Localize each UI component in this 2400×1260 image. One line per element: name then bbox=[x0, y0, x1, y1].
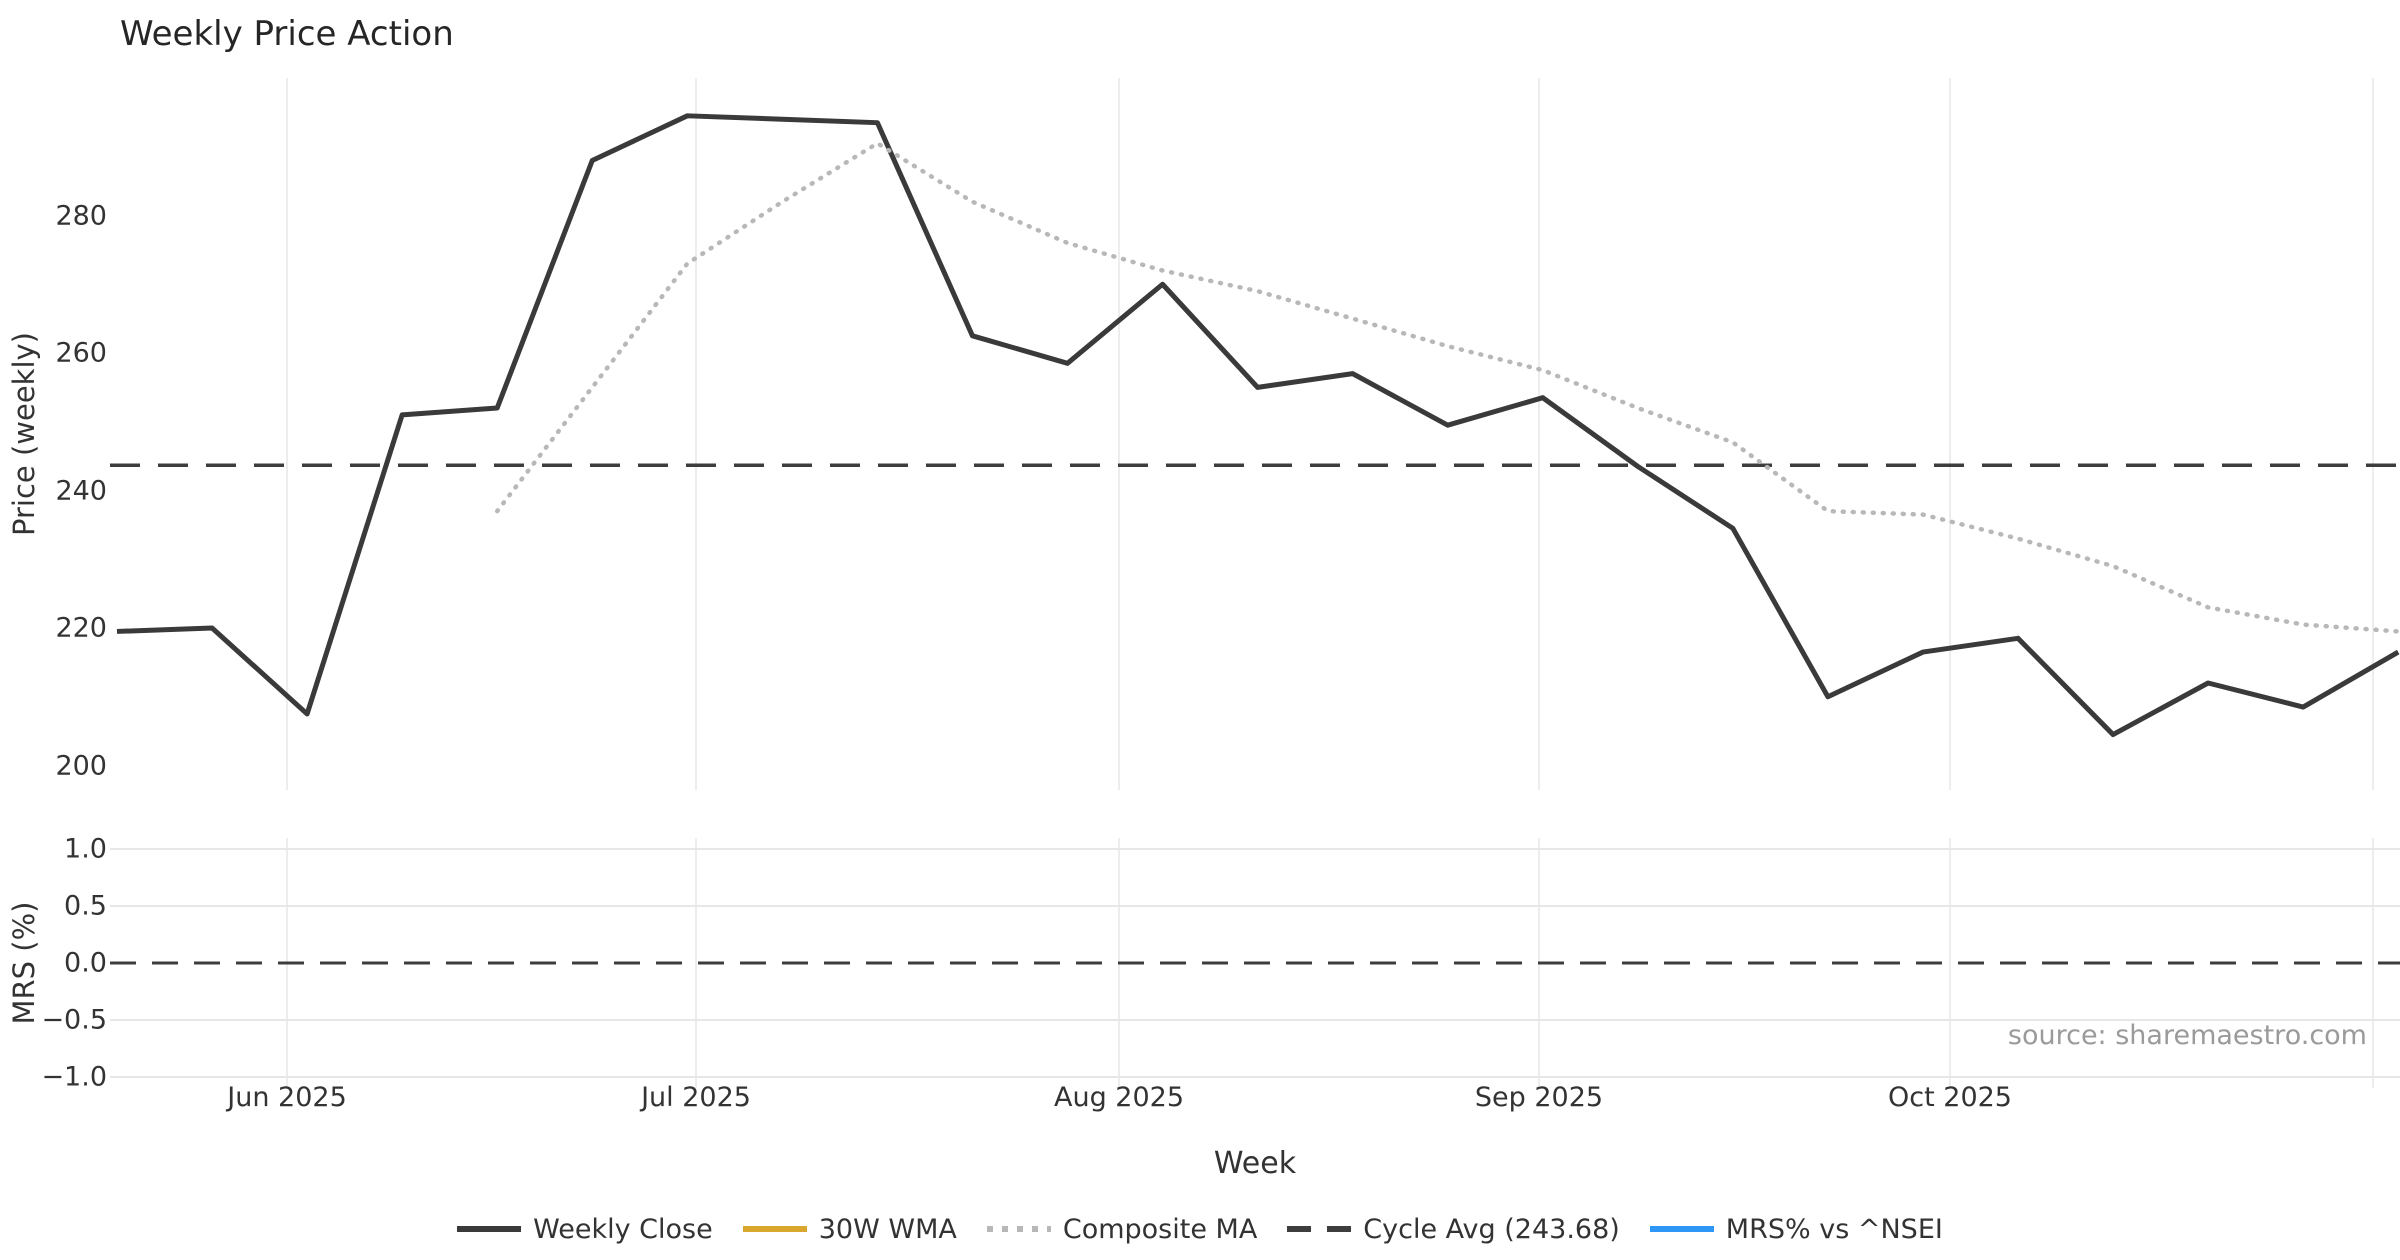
mrs-tick-1: 1.0 bbox=[64, 833, 107, 865]
legend-label: 30W WMA bbox=[818, 1213, 957, 1245]
chart-legend: Weekly Close 30W WMA Composite MA Cycle Avg… bbox=[0, 1206, 2400, 1252]
x-axis-label: Week bbox=[1213, 1146, 1297, 1181]
price-tick-260: 260 bbox=[55, 337, 107, 369]
month-label-oct: Oct 2025 bbox=[1888, 1082, 2012, 1113]
mrs-tick-0.5: 0.5 bbox=[64, 890, 107, 922]
legend-label: Cycle Avg (243.68) bbox=[1363, 1213, 1620, 1245]
source-attribution: source: sharemaestro.com bbox=[2007, 1020, 2367, 1051]
mrs-tick--1: −1.0 bbox=[41, 1061, 107, 1093]
price-tick-200: 200 bbox=[55, 750, 107, 781]
mrs-tick-0: 0.0 bbox=[64, 947, 107, 979]
legend-label: Weekly Close bbox=[533, 1213, 713, 1245]
chart-title: Weekly Price Action bbox=[120, 14, 454, 54]
legend-label: Composite MA bbox=[1062, 1213, 1258, 1245]
composite-ma-line bbox=[494, 141, 2400, 634]
price-tick-220: 220 bbox=[55, 612, 107, 644]
month-label-aug: Aug 2025 bbox=[1053, 1082, 1185, 1113]
legend-item-mrs-vs-nsei: MRS% vs ^NSEI bbox=[1649, 1213, 1943, 1245]
legend-item-30w-wma: 30W WMA bbox=[742, 1213, 957, 1245]
legend-item-weekly-close: Weekly Close bbox=[457, 1214, 713, 1245]
legend-label: MRS% vs ^NSEI bbox=[1725, 1213, 1943, 1245]
month-label-jun: Jun 2025 bbox=[227, 1082, 347, 1113]
30w-wma-swatch-icon bbox=[742, 1226, 807, 1232]
price-tick-240: 240 bbox=[55, 475, 107, 506]
price-tick-280: 280 bbox=[55, 200, 107, 231]
cycle-avg-243-68--swatch-icon bbox=[1287, 1226, 1352, 1232]
mrs-tick--0.5: −0.5 bbox=[41, 1004, 107, 1036]
weekly-close-swatch-icon bbox=[457, 1226, 522, 1232]
month-label-sep: Sep 2025 bbox=[1474, 1082, 1604, 1113]
legend-item-composite-ma: Composite MA bbox=[986, 1213, 1258, 1245]
weekly-close-line bbox=[116, 113, 2400, 738]
mrs-vs-nsei-swatch-icon bbox=[1649, 1226, 1714, 1232]
month-label-jul: Jul 2025 bbox=[641, 1082, 751, 1113]
legend-item-cycle-avg-243-68-: Cycle Avg (243.68) bbox=[1287, 1214, 1620, 1245]
composite-ma-swatch-icon bbox=[986, 1226, 1051, 1232]
